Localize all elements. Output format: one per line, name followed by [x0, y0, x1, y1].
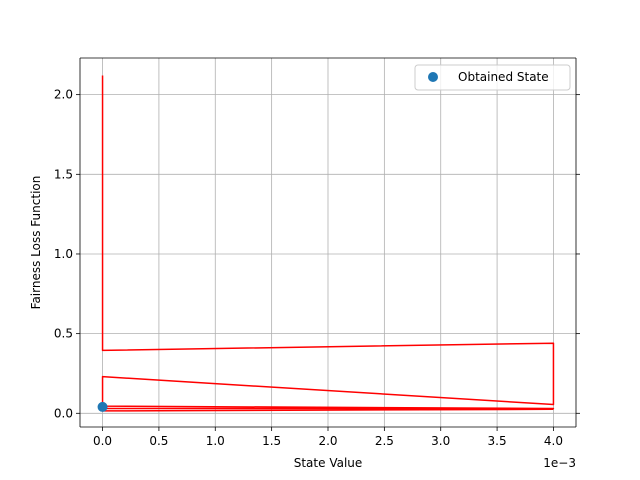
legend: Obtained State — [414, 64, 571, 91]
x-tick-label: 2.0 — [318, 434, 337, 448]
x-tick-label: 3.0 — [431, 434, 450, 448]
x-tick-label: 2.5 — [375, 434, 394, 448]
x-axis-offset-label: 1e−3 — [543, 456, 576, 470]
x-tick-label: 0.5 — [149, 434, 168, 448]
grid — [80, 58, 576, 427]
y-axis-label: Fairness Loss Function — [29, 176, 43, 310]
x-tick-label: 1.5 — [262, 434, 281, 448]
y-tick-label: 1.5 — [54, 167, 73, 181]
x-tick-label: 3.5 — [488, 434, 507, 448]
legend-box — [414, 64, 571, 91]
x-tick-label: 1.0 — [206, 434, 225, 448]
x-tick-label: 0.0 — [93, 434, 112, 448]
y-tick-label: 0.0 — [54, 406, 73, 420]
axes: 0.0 0.5 1.0 1.5 2.0 2.5 3.0 3.5 4.0 0.0 0.5 1.0 1.5 2… — [54, 57, 580, 448]
x-tick-label: 4.0 — [544, 434, 563, 448]
y-tick-label: 1.0 — [54, 247, 73, 261]
scatter-point — [97, 401, 108, 412]
data-series — [97, 75, 555, 412]
y-tick-label: 0.5 — [54, 327, 73, 341]
y-tick-label: 2.0 — [54, 88, 73, 102]
x-axis-label: State Value — [294, 456, 363, 470]
legend-label: Obtained State — [458, 70, 549, 84]
legend-marker — [428, 72, 438, 82]
